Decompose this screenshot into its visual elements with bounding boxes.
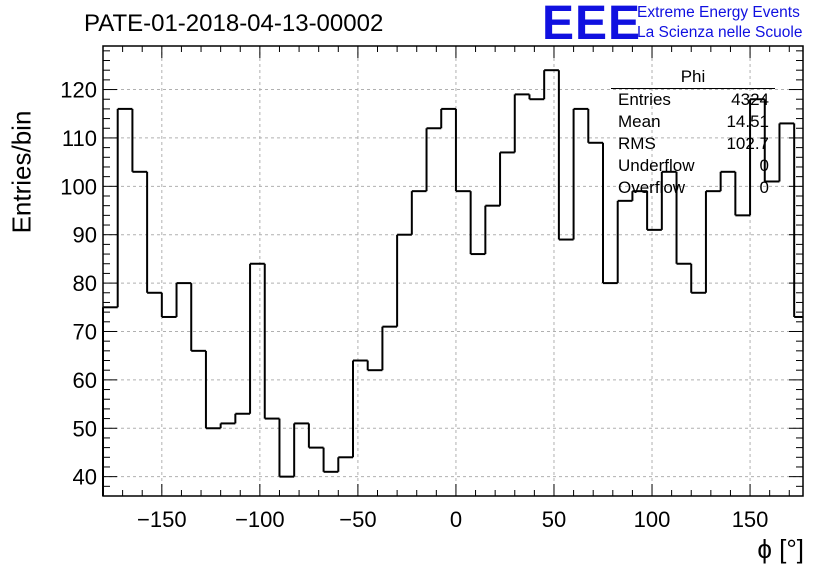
stats-row-entries: Entries 4324	[611, 89, 775, 111]
chart-title: PATE-01-2018-04-13-00002	[84, 10, 384, 37]
y-tick-label: 100	[60, 174, 97, 199]
eee-logo-line2: La Scienza nelle Scuole	[637, 24, 803, 41]
eee-logo: EEE	[542, 0, 642, 50]
stats-key: Entries	[618, 90, 671, 109]
stats-row-mean: Mean 14.51	[611, 111, 775, 133]
y-tick-label: 50	[73, 416, 97, 441]
x-tick-label: −150	[137, 507, 187, 532]
stats-key: Mean	[618, 112, 661, 131]
y-tick-label: 110	[62, 126, 97, 151]
grid-layer	[103, 46, 803, 496]
y-tick-label: 80	[73, 271, 97, 296]
y-tick-label: 90	[73, 223, 97, 248]
axes-layer: −150 −100 −50 0 50 100 150 40 50 60 70 80 90 100 110 12…	[60, 45, 804, 532]
stats-value: 14.51	[726, 112, 769, 131]
x-tick-label: −50	[339, 507, 376, 532]
y-tick-label: 120	[60, 78, 97, 103]
stats-title: Phi	[611, 66, 775, 89]
x-tick-label: 0	[450, 507, 462, 532]
stats-value: 0	[759, 156, 769, 175]
x-tick-label: −100	[235, 507, 285, 532]
eee-logo-line1: Extreme Energy Events	[637, 4, 800, 21]
x-axis-label: ϕ [°]	[757, 534, 804, 564]
x-tick-label: 150	[732, 507, 769, 532]
stats-value: 0	[759, 178, 769, 197]
x-tick-label: 50	[542, 507, 566, 532]
stats-value: 4324	[731, 90, 769, 109]
stats-key: Underflow	[618, 156, 695, 175]
stats-box: Phi Entries 4324 Mean 14.51 RMS 102.7 Un…	[611, 66, 775, 199]
plot-frame	[102, 45, 804, 497]
y-tick-label: 70	[73, 319, 97, 344]
stats-row-underflow: Underflow 0	[611, 155, 775, 177]
stats-key: Overflow	[618, 178, 686, 197]
x-tick-label: 100	[634, 507, 671, 532]
y-tick-label: 60	[73, 368, 97, 393]
stats-row-rms: RMS 102.7	[611, 133, 775, 155]
stats-key: RMS	[618, 134, 656, 153]
stats-value: 102.7	[726, 134, 769, 153]
stats-row-overflow: Overflow 0	[611, 177, 775, 199]
y-tick-label: 40	[73, 465, 97, 490]
